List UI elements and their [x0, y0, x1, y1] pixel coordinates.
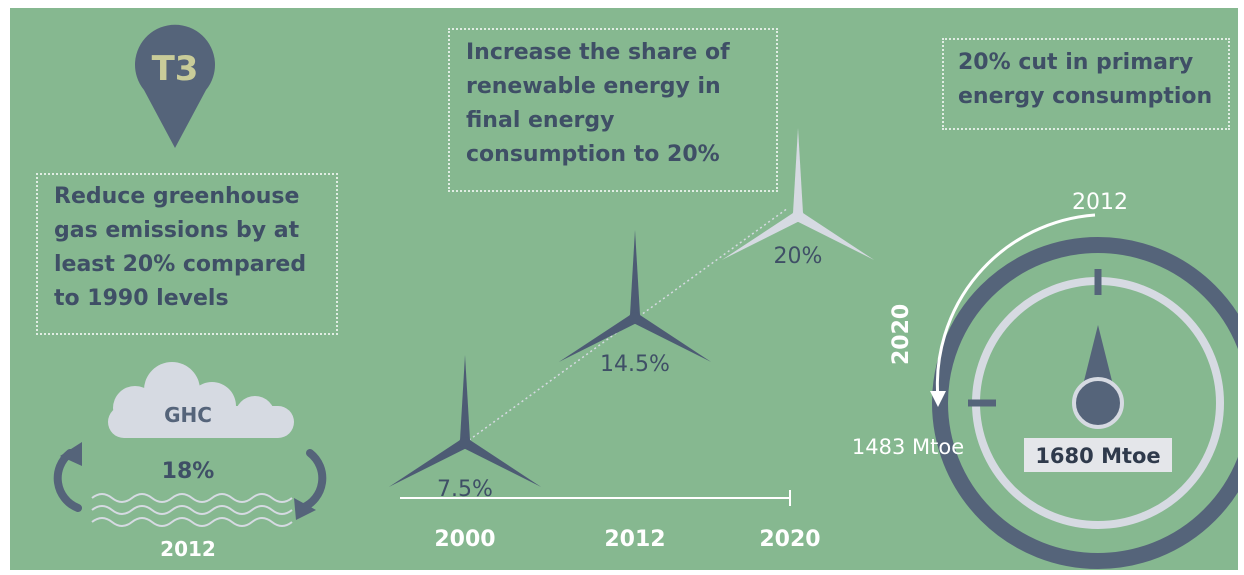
ghg-target-box [36, 173, 338, 335]
renewables-line: renewable energy in [466, 74, 721, 99]
renewables-line: Increase the share of [466, 40, 730, 65]
badge-label: T3 [152, 49, 199, 89]
infographic-canvas: T3 Reduce greenhouse gas emissions by at… [10, 8, 1238, 570]
renewables-graphic: 7.5% 14.5% 20% 2000 2012 2020 [388, 128, 875, 552]
energy-gauge: 2012 2020 1483 Mtoe 1680 Mtoe [852, 190, 1238, 569]
ghg-line: to 1990 levels [54, 286, 229, 311]
ghg-value: 18% [162, 459, 215, 484]
curved-arrow-icon [935, 213, 1096, 400]
cloud-label: GHC [164, 403, 212, 427]
ghg-target-text: Reduce greenhouse gas emissions by at le… [54, 180, 344, 316]
renewables-target-text: Increase the share of renewable energy i… [466, 36, 776, 172]
efficiency-target-text: 20% cut in primary energy consumption [958, 46, 1228, 114]
ghg-line: least 20% compared [54, 252, 307, 277]
axis-label: 2020 [759, 527, 820, 552]
trend-line [464, 207, 789, 444]
efficiency-line: 20% cut in primary [958, 50, 1194, 75]
gauge-year-side: 2020 [889, 304, 914, 365]
wind-turbine-icon [558, 230, 712, 362]
cloud-icon [108, 362, 294, 438]
ghg-line: gas emissions by at [54, 218, 300, 243]
current-value: 1680 Mtoe [1035, 444, 1160, 468]
efficiency-line: energy consumption [958, 84, 1213, 109]
recycle-arrows-icon [53, 449, 327, 512]
axis-label: 2000 [434, 527, 495, 552]
efficiency-target-box [942, 38, 1230, 130]
renewables-line: consumption to 20% [466, 142, 720, 167]
renewables-point-label: 20% [774, 244, 823, 269]
wind-turbine-icon [721, 128, 875, 260]
gauge-year-top: 2012 [1072, 190, 1128, 215]
axis-label: 2012 [604, 527, 665, 552]
renewables-target-box [448, 28, 778, 192]
ghg-graphic: GHC 18% 2012 [53, 362, 327, 561]
renewables-point-label: 7.5% [437, 477, 493, 502]
location-pin-icon: T3 [135, 24, 215, 149]
renewables-point-label: 14.5% [600, 352, 670, 377]
gauge-hub [1072, 377, 1124, 429]
target-value: 1483 Mtoe [852, 435, 964, 459]
waves-icon [91, 493, 293, 527]
renewables-line: final energy [466, 108, 615, 133]
ghg-year: 2012 [160, 537, 216, 561]
ghg-line: Reduce greenhouse [54, 184, 300, 209]
current-value-box [1024, 438, 1172, 472]
wind-turbine-icon [388, 355, 542, 487]
